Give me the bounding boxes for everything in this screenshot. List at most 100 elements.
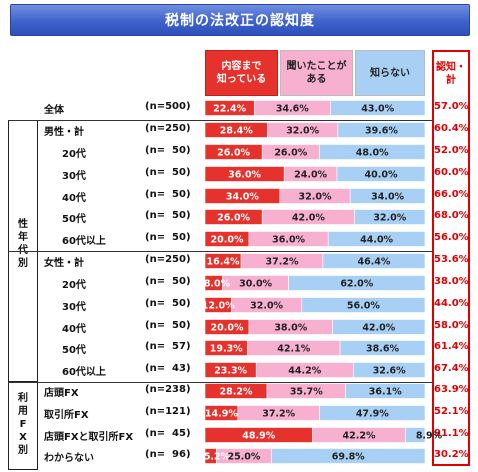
chart-title-bar: 税制の法改正の認知度 [10,4,470,36]
data-label: 37.2% [266,257,299,268]
row-label: 60代以上 [62,236,106,247]
data-label: 22.4% [213,104,246,115]
bar-unknown [327,231,426,247]
bar-unknown [339,340,426,356]
data-label: 34.6% [276,104,309,115]
chart-title: 税制の法改正の認知度 [165,13,315,29]
awareness-rate: 66.0% [434,189,469,200]
group-char: X [19,432,27,443]
header-heard-line1: 聞いたことが [286,61,347,72]
bar-unknown [349,188,426,204]
data-label: 14.9% [205,409,238,420]
data-label: 43.0% [361,104,394,115]
awareness-rate: 60.4% [434,123,469,134]
row-label: 取引所FX [44,410,89,421]
data-label: 8.9% [416,431,443,442]
data-label: 20.0% [211,323,244,334]
data-label: 34.0% [226,192,259,203]
bar-unknown [336,166,426,182]
awareness-rate: 63.9% [434,384,469,395]
row-label: 30代 [62,302,86,313]
group-char: 利 [18,393,28,404]
data-label: 48.0% [356,148,389,159]
row-label: 30代 [62,171,86,182]
awareness-rate: 58.0% [434,320,469,331]
separator-line [8,120,432,121]
group-char: 代 [18,245,28,256]
header-known: 内容まで 知っている [205,50,278,96]
data-label: 37.2% [262,409,295,420]
bar-unknown [345,383,426,399]
row-label: 20代 [62,149,86,160]
data-label: 42.1% [277,344,310,355]
row-label: 40代 [62,324,86,335]
data-label: 24.0% [294,170,327,181]
bar-unknown [288,275,426,291]
row-label: 20代 [62,280,86,291]
data-label: 42.0% [292,213,325,224]
row-n: (n=238) [145,384,191,395]
awareness-rate: 44.0% [434,298,469,309]
data-label: 42.0% [362,323,395,334]
bar-unknown [332,319,426,335]
data-label: 25.0% [227,452,260,463]
data-label: 20.0% [211,235,244,246]
separator-line [8,382,432,383]
row-n: (n= 45) [145,428,191,439]
awareness-rate: 68.0% [434,210,469,221]
bar-unknown [319,405,426,421]
data-label: 35.7% [290,387,323,398]
awareness-rate: 30.2% [434,449,469,460]
data-label: 36.0% [228,170,261,181]
row-n: (n=250) [145,123,191,134]
row-label: わからない [44,453,94,464]
row-n: (n= 43) [145,363,191,374]
header-unknown-line1: 知らない [370,67,410,79]
group-char: 性 [18,219,28,230]
group-char: 年 [18,232,28,243]
data-label: 39.6% [365,126,398,137]
awareness-rate: 56.0% [434,232,469,243]
group-char: F [19,419,27,430]
data-label: 28.2% [220,387,253,398]
row-label: 40代 [62,193,86,204]
row-n: (n= 50) [145,167,191,178]
bar-unknown [322,253,426,269]
row-n: (n= 50) [145,189,191,200]
row-n: (n= 50) [145,298,191,309]
row-n: (n= 50) [145,145,191,156]
header-awareness-rate: 認知・計 [432,50,470,96]
group-char: 別 [18,258,28,269]
group-char: 用 [18,406,28,417]
data-label: 46.4% [357,257,390,268]
header-heard-line2: ある [306,74,327,85]
bar-unknown [354,209,426,225]
bar-unknown [271,448,426,464]
row-label: 店頭FXと取引所FX [44,432,134,443]
row-label: 女性・計 [44,258,84,269]
data-label: 38.6% [366,344,399,355]
row-label: 50代 [62,214,86,225]
separator-line [8,251,432,252]
bar-unknown [337,122,426,138]
row-n: (n= 57) [145,341,191,352]
data-label: 19.3% [210,344,243,355]
bar-unknown [405,427,426,443]
row-n: (n= 50) [145,276,191,287]
data-label: 44.2% [288,366,321,377]
header-unknown: 知らない [355,50,425,96]
row-label: 全体 [44,105,64,116]
awareness-rate: 52.0% [434,145,469,156]
data-label: 32.0% [250,301,283,312]
row-n: (n=250) [145,254,191,265]
data-label: 40.0% [365,170,398,181]
header-rate-line1: 認知・ [436,62,466,73]
awareness-rate: 91.1% [434,428,469,439]
awareness-rate: 57.0% [434,101,469,112]
header-rate-line2: 計 [446,75,456,86]
data-label: 26.0% [217,213,250,224]
data-label: 32.6% [373,366,406,377]
data-label: 56.0% [347,301,380,312]
data-label: 23.3% [214,366,247,377]
